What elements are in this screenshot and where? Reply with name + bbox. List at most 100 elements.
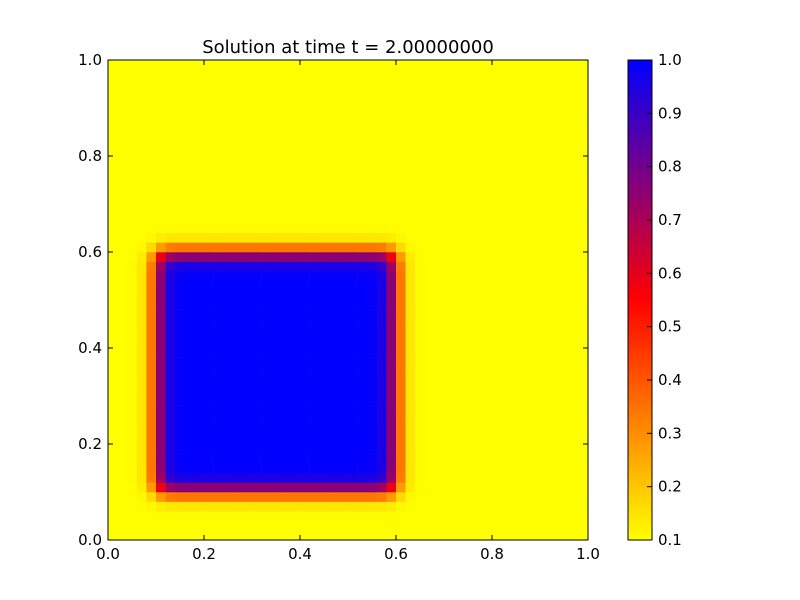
heatmap-cell	[367, 348, 378, 358]
heatmap-cell	[453, 156, 464, 166]
heatmap-cell	[271, 79, 282, 90]
heatmap-cell	[232, 300, 243, 310]
heatmap-cell	[252, 117, 262, 128]
heatmap-cell	[252, 434, 262, 445]
heatmap-cell	[242, 444, 253, 454]
heatmap-cell	[415, 444, 426, 454]
heatmap-cell	[530, 472, 541, 483]
heatmap-cell	[271, 386, 282, 397]
heatmap-cell	[492, 290, 502, 301]
heatmap-cell	[472, 472, 483, 483]
heatmap-cell	[511, 232, 522, 243]
heatmap-cell	[424, 280, 435, 291]
heatmap-cell	[319, 146, 330, 157]
heatmap-cell	[271, 194, 282, 205]
heatmap-cell	[338, 290, 349, 301]
heatmap-cell	[271, 396, 282, 406]
heatmap-cell	[252, 300, 262, 310]
heatmap-cell	[261, 213, 272, 224]
heatmap-cell	[472, 271, 483, 282]
heatmap-cell	[463, 501, 474, 512]
heatmap-cell	[300, 386, 310, 397]
heatmap-cell	[578, 444, 589, 454]
heatmap-cell	[252, 444, 262, 454]
heatmap-cell	[271, 184, 282, 195]
heatmap-cell	[568, 444, 579, 454]
heatmap-cell	[252, 482, 262, 493]
heatmap-cell	[511, 424, 522, 435]
heatmap-cell	[261, 453, 272, 464]
heatmap-cell	[271, 424, 282, 435]
heatmap-cell	[520, 280, 531, 291]
heatmap-cell	[108, 357, 118, 368]
heatmap-cell	[472, 501, 483, 512]
heatmap-cell	[261, 232, 272, 243]
heatmap-cell	[194, 319, 205, 330]
heatmap-cell	[444, 520, 454, 531]
heatmap-cell	[415, 463, 426, 474]
heatmap-cell	[175, 223, 186, 234]
heatmap-cell	[108, 79, 118, 90]
heatmap-cell	[290, 472, 301, 483]
heatmap-cell	[136, 453, 147, 464]
heatmap-cell	[578, 348, 589, 358]
heatmap-cell	[136, 415, 147, 426]
heatmap-cell	[309, 146, 320, 157]
heatmap-cell	[136, 348, 147, 358]
heatmap-cell	[108, 127, 118, 138]
heatmap-cell	[117, 328, 128, 339]
heatmap-cell	[472, 415, 483, 426]
heatmap-cell	[386, 252, 397, 262]
heatmap-cell	[146, 223, 157, 234]
heatmap-cell	[108, 117, 118, 128]
heatmap-cell	[223, 165, 234, 176]
heatmap-cell	[559, 424, 570, 435]
heatmap-cell	[261, 117, 272, 128]
heatmap-cell	[415, 232, 426, 243]
heatmap-cell	[396, 232, 406, 243]
heatmap-cell	[424, 127, 435, 138]
heatmap-cell	[396, 386, 406, 397]
heatmap-cell	[482, 463, 493, 474]
heatmap-cell	[520, 424, 531, 435]
heatmap-cell	[444, 69, 454, 80]
heatmap-cell	[156, 98, 166, 109]
heatmap-cell	[415, 396, 426, 406]
heatmap-cell	[175, 376, 186, 387]
heatmap-cell	[223, 136, 234, 147]
heatmap-cell	[396, 309, 406, 320]
heatmap-cell	[194, 348, 205, 358]
heatmap-cell	[357, 520, 368, 531]
heatmap-cell	[204, 415, 214, 426]
heatmap-cell	[242, 165, 253, 176]
heatmap-cell	[578, 280, 589, 291]
heatmap-cell	[405, 357, 416, 368]
heatmap-cell	[290, 463, 301, 474]
heatmap-cell	[568, 252, 579, 262]
heatmap-cell	[338, 501, 349, 512]
heatmap-cell	[511, 463, 522, 474]
heatmap-cell	[434, 146, 445, 157]
heatmap-cell	[405, 482, 416, 493]
heatmap-cell	[578, 88, 589, 99]
heatmap-cell	[290, 213, 301, 224]
heatmap-cell	[511, 328, 522, 339]
heatmap-cell	[280, 223, 291, 234]
heatmap-cell	[415, 319, 426, 330]
heatmap-cell	[492, 328, 502, 339]
heatmap-cell	[146, 88, 157, 99]
heatmap-cell	[146, 213, 157, 224]
heatmap-cell	[376, 232, 387, 243]
heatmap-cell	[338, 136, 349, 147]
heatmap-cell	[386, 261, 397, 272]
heatmap-cell	[300, 213, 310, 224]
heatmap-cell	[415, 520, 426, 531]
heatmap-cell	[213, 213, 224, 224]
heatmap-cell	[492, 108, 502, 118]
heatmap-cell	[357, 194, 368, 205]
heatmap-cell	[367, 175, 378, 186]
heatmap-cell	[463, 405, 474, 416]
heatmap-cell	[328, 213, 339, 224]
heatmap-cell	[242, 482, 253, 493]
heatmap-cell	[338, 184, 349, 195]
